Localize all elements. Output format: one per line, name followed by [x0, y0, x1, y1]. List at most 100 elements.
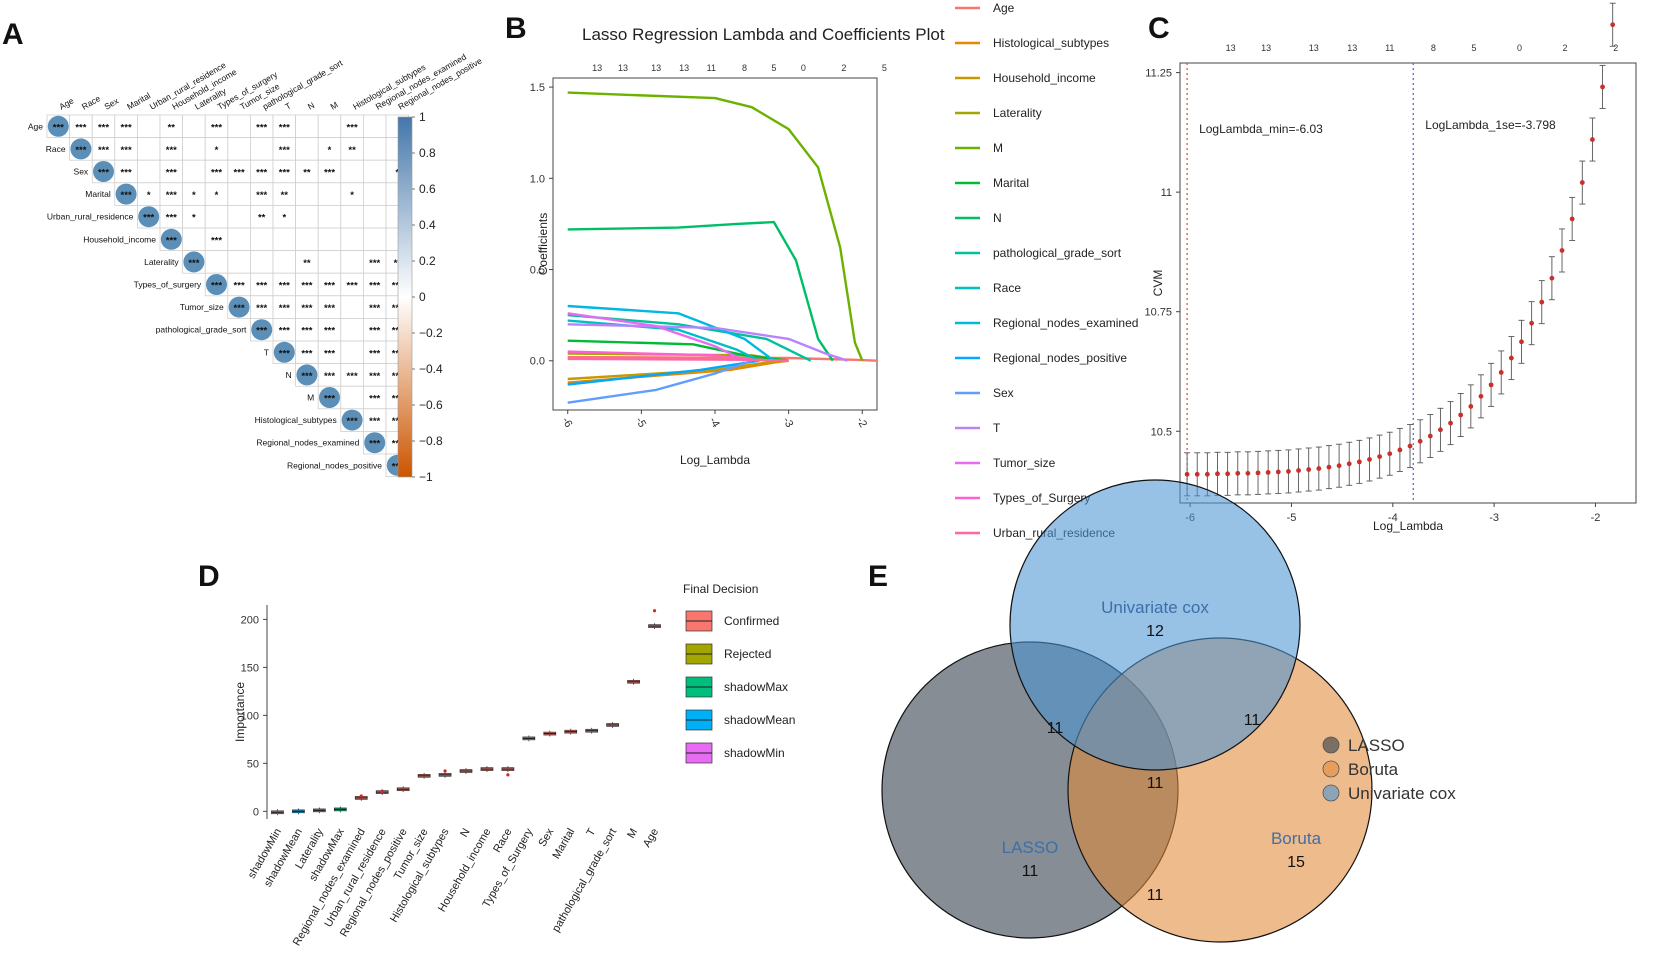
significance-stars: *** [392, 303, 403, 314]
column-label: Marital [125, 90, 152, 111]
corr-cell [204, 250, 229, 274]
venn-diagram: Univariate cox 12 LASSO 11 Boruta 15 11 … [881, 479, 1456, 943]
corr-cell [204, 204, 229, 229]
significance-stars: *** [369, 258, 380, 269]
lasso-top-tick-label: 8 [742, 63, 747, 73]
lasso-series-line [567, 355, 878, 362]
cv-point [1235, 470, 1241, 476]
boruta-y-tick-label: 150 [241, 662, 259, 674]
corr-cell [272, 227, 297, 252]
cv-point [1387, 451, 1393, 457]
corr-cell [272, 250, 297, 274]
lasso-series-line [567, 312, 746, 362]
corr-cell [227, 227, 251, 252]
boruta-outlier [443, 769, 447, 773]
corr-cell [340, 227, 364, 252]
cv-x-tick-label: -2 [1591, 512, 1601, 524]
corr-cell [340, 340, 364, 365]
corr-diagonal-circle [341, 409, 363, 431]
significance-stars: *** [392, 326, 403, 337]
cv-point [1367, 457, 1372, 462]
cv-point [1468, 403, 1474, 409]
corr-diagonal-circle [364, 432, 386, 454]
lasso-top-tick-label: 5 [771, 63, 776, 73]
column-label: Age [57, 95, 75, 111]
significance-stars: *** [301, 326, 312, 337]
venn-label-univariate: Univariate cox [1101, 598, 1209, 617]
colorbar-tick-label: −0.2 [419, 326, 443, 340]
cv-point [1356, 459, 1362, 465]
corr-cell [295, 182, 319, 206]
correlation-matrix: *** *** *** *** ** *** *** *** ****** *** *** *** * *… [28, 51, 484, 484]
row-label: Laterality [144, 257, 179, 267]
cv-plot-frame [1179, 62, 1637, 504]
cv-x-tick-label: -4 [1388, 512, 1398, 524]
corr-cell [295, 204, 319, 229]
cv-point [1286, 469, 1291, 474]
significance-stars: *** [392, 281, 403, 292]
lasso-x-tick-label: -6 [559, 415, 574, 429]
venn-count-lasso-boruta: 11 [1147, 887, 1164, 904]
significance-stars: *** [369, 371, 380, 382]
boruta-y-tick-label: 50 [247, 758, 259, 770]
lasso-legend-label: Age [993, 1, 1015, 15]
corr-diagonal-circle [228, 296, 250, 318]
row-label: Household_income [83, 234, 156, 244]
row-label: Tumor_size [180, 302, 224, 312]
significance-stars: *** [166, 190, 177, 201]
cv-point [1215, 471, 1220, 477]
corr-diagonal-circle [138, 206, 160, 228]
significance-stars: * [192, 213, 196, 224]
cv-point [1377, 454, 1383, 460]
corr-cell [182, 159, 206, 184]
lasso-series-line [567, 304, 775, 362]
cv-x-tick-label: -5 [1287, 512, 1297, 524]
cv-point [1590, 137, 1595, 142]
boruta-y-tick-label: 200 [241, 614, 259, 626]
lasso-legend-label: Marital [993, 176, 1029, 190]
significance-stars: *** [324, 326, 335, 337]
significance-stars: *** [392, 416, 403, 427]
cv-point [1519, 339, 1524, 345]
lasso-series-line [567, 359, 753, 404]
lasso-y-tick-label: 0.0 [530, 356, 545, 368]
cv-point [1498, 370, 1504, 375]
panel-label-b: B [505, 12, 527, 45]
significance-stars: *** [256, 122, 267, 133]
significance-stars: *** [301, 371, 312, 382]
lasso-top-tick-label: 13 [679, 63, 689, 73]
cv-point [1204, 471, 1210, 477]
significance-stars: *** [392, 371, 403, 382]
significance-stars: * [328, 145, 332, 156]
lasso-legend-label: Household_income [993, 71, 1096, 85]
corr-cell [295, 227, 319, 252]
significance-stars: *** [121, 122, 132, 133]
venn-count-boruta-univariate: 11 [1244, 712, 1261, 729]
significance-stars: *** [256, 168, 267, 179]
lambda-1se-annotation: LogLambda_1se=-3.798 [1425, 118, 1556, 132]
significance-stars: *** [324, 281, 335, 292]
significance-stars: *** [166, 213, 177, 224]
lasso-top-tick-label: 5 [882, 63, 887, 73]
cv-point [1427, 433, 1433, 439]
cv-top-tick-label: 5 [1471, 43, 1476, 53]
boruta-category-label: M [625, 827, 640, 841]
corr-cell [317, 114, 342, 139]
corr-diagonal-circle [251, 319, 273, 341]
column-label: T [283, 100, 293, 111]
significance-stars: *** [369, 348, 380, 359]
significance-stars: *** [256, 326, 267, 337]
cv-point [1448, 420, 1453, 426]
significance-stars: *** [166, 145, 177, 156]
corr-cell [227, 137, 251, 161]
corr-cell [136, 114, 161, 139]
lasso-legend-label: N [993, 211, 1002, 225]
venn-count-lasso-univariate: 11 [1047, 720, 1064, 737]
cv-point [1610, 22, 1616, 28]
significance-stars: *** [98, 122, 109, 133]
corr-diagonal-circle [47, 115, 69, 137]
significance-stars: * [147, 190, 151, 201]
cv-point [1194, 471, 1200, 477]
cv-point [1407, 443, 1413, 449]
lasso-legend-label: Sex [993, 386, 1014, 400]
